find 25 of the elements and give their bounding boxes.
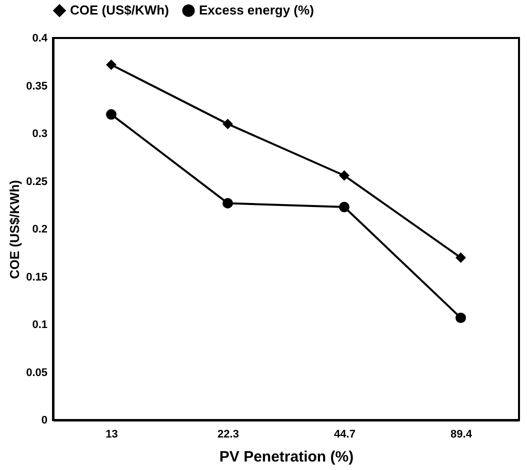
y-tick-label: 0.4 — [32, 32, 48, 44]
point — [222, 198, 233, 208]
y-tick-label: 0.25 — [26, 176, 48, 188]
x-axis-title: PV Penetration (%) — [219, 448, 354, 466]
y-tick-label: 0.2 — [32, 224, 48, 236]
y-tick-label: 0.3 — [32, 128, 48, 140]
y-tick-label: 0.15 — [26, 271, 48, 284]
y-tick-label: 0.35 — [26, 80, 48, 92]
x-tick-label: 22.3 — [218, 428, 239, 440]
x-tick-label: 44.7 — [334, 428, 356, 440]
x-tick-label: 89.4 — [450, 428, 473, 440]
point — [222, 118, 233, 130]
point — [106, 59, 116, 70]
y-tick-label: 0.05 — [26, 366, 48, 379]
point — [456, 312, 466, 324]
point — [456, 252, 466, 263]
point — [339, 202, 350, 212]
legend-label: Excess energy (%) — [199, 2, 314, 18]
y-tick-label: 0 — [41, 414, 48, 426]
x-tick-label: 13 — [106, 428, 118, 440]
point — [339, 170, 350, 181]
legend-label: COE (US$/KWh) — [70, 2, 169, 18]
y-tick-label: 0.1 — [32, 319, 48, 331]
point — [106, 109, 116, 120]
y-axis-title: COE (US$/KWh) — [7, 180, 22, 279]
